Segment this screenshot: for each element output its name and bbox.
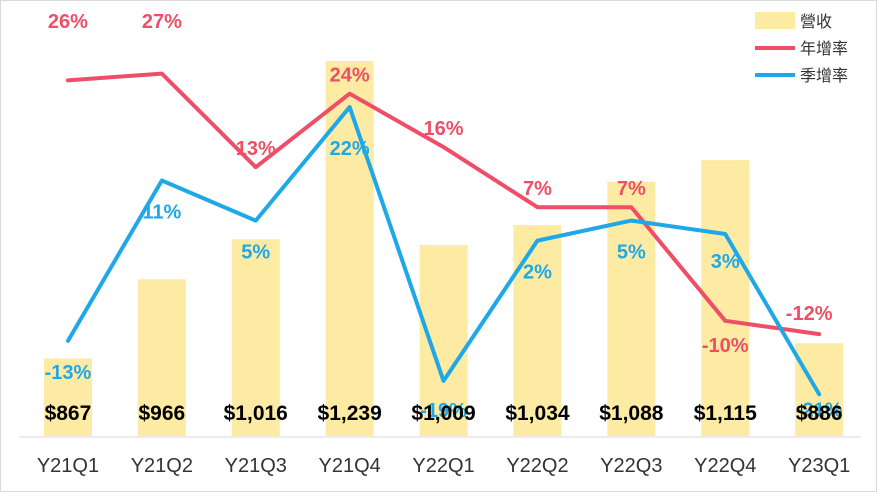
legend-swatch-revenue [755,12,795,29]
yoy-label-y22q4: -10% [702,335,749,357]
category-label-y23q1: Y23Q1 [788,455,850,477]
yoy-label-y21q2: 27% [142,11,182,33]
qoq-label-y22q3: 5% [617,242,646,264]
qoq-label-y22q4: 3% [711,251,740,273]
category-label-y21q3: Y21Q3 [225,455,287,477]
qoq-label-y22q2: 2% [523,262,552,284]
category-label-y22q3: Y22Q3 [600,455,662,477]
qoq-label-y23q1: -21% [796,399,843,421]
legend-label-yoy: 年增率 [800,39,848,58]
category-label-y22q4: Y22Q4 [694,455,756,477]
legend-label-revenue: 營收 [800,12,832,31]
category-label-y21q1: Y21Q1 [37,455,99,477]
yoy-label-y22q1: 16% [424,118,464,140]
revenue-bar-y22q1 [419,244,468,436]
qoq-label-y21q2: 11% [142,202,181,224]
category-label-y22q1: Y22Q1 [412,455,474,477]
category-labels: Y21Q1 Y21Q2 Y21Q3 Y21Q4 Y22Q1 Y22Q2 Y22Q3 Y22Q4… [37,455,850,477]
revenue-label-y22q3: $1,088 [599,402,664,425]
revenue-bar-y21q4 [325,61,374,436]
rate-lines [65,71,822,397]
legend-label-qoq: 季增率 [800,66,848,85]
yoy-label-y23q1: -12% [786,303,833,325]
qoq-label-y21q1: -13% [45,362,92,384]
yoy-label-y21q1: 26% [48,11,88,33]
qoq-label-y22q1: -19% [420,400,467,422]
revenue-label-y22q2: $1,034 [505,402,570,425]
qoq-line [65,105,822,397]
category-label-y21q2: Y21Q2 [131,455,193,477]
revenue-label-y22q1: $1,009 [411,402,475,425]
revenue-bar-y21q2 [137,279,186,436]
revenue-bar-y22q2 [513,224,562,436]
revenue-bar-y22q4 [701,160,750,436]
qoq-label-y21q4: 22% [330,138,370,160]
revenue-label-y21q2: $966 [138,402,185,425]
revenue-label-y22q4: $1,115 [694,402,757,425]
revenue-bar-y21q3 [231,239,280,436]
revenue-bar-y21q1 [43,358,92,436]
revenue-label-y21q4: $1,239 [318,402,382,425]
revenue-label-y23q1: $886 [796,402,843,425]
revenue-label-y21q1: $867 [45,402,92,425]
revenue-label-y21q3: $1,016 [224,402,288,425]
yoy-label-y22q3: 7% [617,178,646,200]
data-labels: 26% 27% 13% 24% 16% 7% 7% -10% -12% -13% 11% 5% 22% -… [45,11,843,425]
yoy-label-y21q4: 24% [330,65,370,87]
qoq-label-y21q3: 5% [241,242,270,264]
revenue-bar-y23q1 [795,343,844,436]
yoy-label-y22q2: 7% [523,178,552,200]
yoy-label-y21q3: 13% [236,138,276,160]
category-label-y22q2: Y22Q2 [506,455,568,477]
category-label-y21q4: Y21Q4 [319,455,381,477]
yoy-line [65,71,822,337]
